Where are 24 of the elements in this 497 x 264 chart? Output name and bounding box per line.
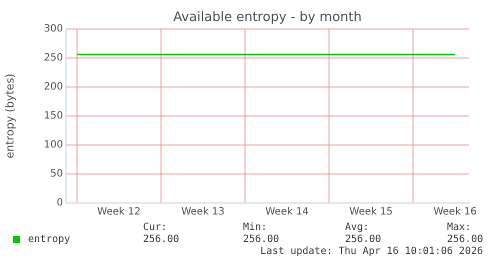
- text: 256.00: [143, 234, 180, 245]
- y-tick-label: 250: [44, 52, 63, 64]
- text: Max:: [447, 222, 472, 233]
- x-tick-label: Week 16: [433, 206, 477, 218]
- legend-label: entropy: [28, 234, 70, 245]
- y-tick-label: 50: [50, 168, 63, 180]
- x-tick-label: Week 15: [349, 206, 393, 218]
- y-tick-label: 150: [44, 110, 63, 122]
- chart-title: Available entropy - by month: [172, 10, 363, 25]
- text: Cur:: [143, 222, 168, 233]
- x-tick-label: Week 13: [181, 206, 225, 218]
- y-tick-label: 100: [44, 140, 63, 151]
- text: Min:: [243, 222, 268, 233]
- text: 256.00: [345, 234, 382, 245]
- text: Last update: Thu Apr 16 10:01:06 2026: [260, 246, 483, 257]
- y-tick-label: 200: [44, 82, 63, 93]
- y-axis-title: entropy (bytes): [3, 74, 16, 158]
- y-tick-label: 300: [44, 24, 63, 35]
- x-tick-label: Week 12: [97, 206, 141, 218]
- y-tick-label: 0: [56, 198, 63, 209]
- text: 256.00: [243, 234, 280, 245]
- x-tick-label: Week 14: [265, 206, 309, 218]
- text: 256.00: [447, 234, 484, 245]
- text: Avg:: [345, 222, 370, 233]
